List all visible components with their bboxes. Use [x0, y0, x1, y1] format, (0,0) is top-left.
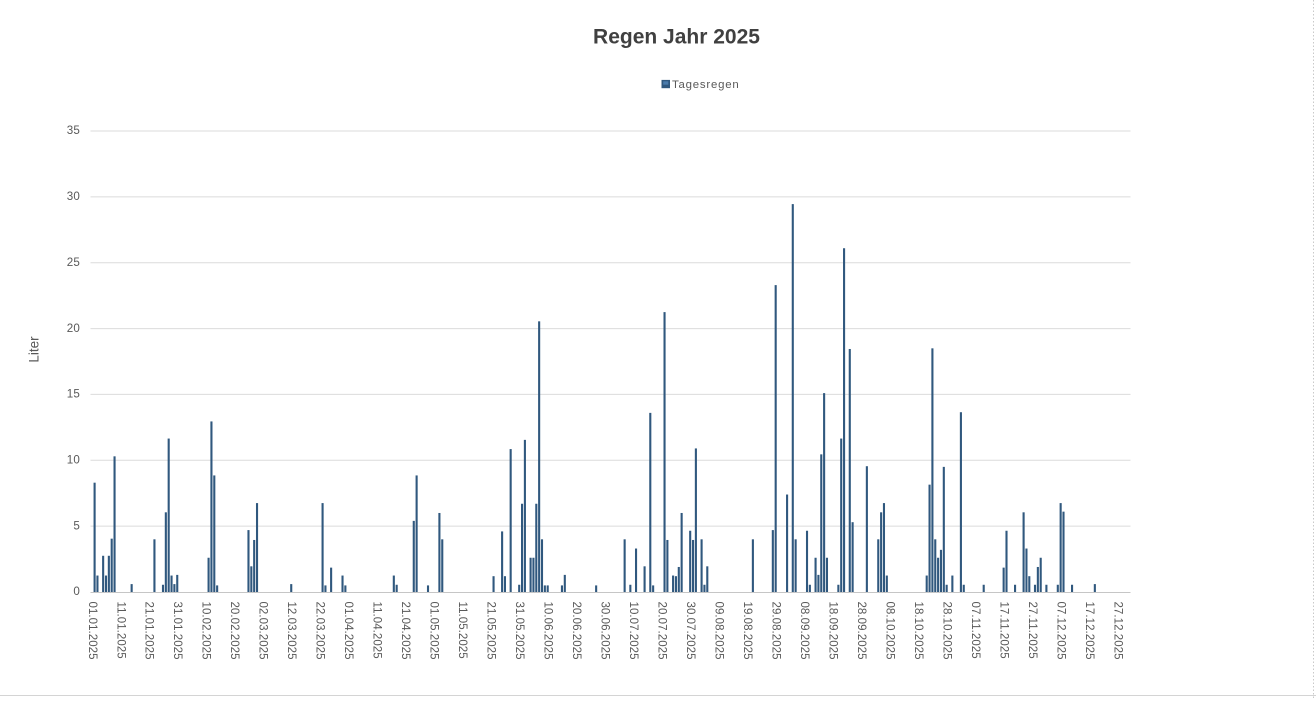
svg-text:07.12.2025: 07.12.2025 — [1055, 602, 1067, 660]
svg-text:29.08.2025: 29.08.2025 — [770, 602, 782, 660]
svg-text:08.10.2025: 08.10.2025 — [884, 602, 896, 660]
svg-text:02.03.2025: 02.03.2025 — [257, 602, 269, 660]
svg-text:18.10.2025: 18.10.2025 — [912, 602, 924, 660]
svg-text:20.07.2025: 20.07.2025 — [656, 602, 668, 660]
svg-text:20.02.2025: 20.02.2025 — [228, 602, 240, 660]
svg-text:10.07.2025: 10.07.2025 — [627, 602, 639, 660]
svg-text:11.05.2025: 11.05.2025 — [456, 602, 468, 659]
svg-text:21.05.2025: 21.05.2025 — [485, 602, 497, 660]
svg-text:10.02.2025: 10.02.2025 — [200, 602, 212, 660]
svg-text:19.08.2025: 19.08.2025 — [741, 602, 753, 660]
svg-text:30.06.2025: 30.06.2025 — [599, 602, 611, 660]
svg-text:Tagesregen: Tagesregen — [672, 79, 740, 91]
svg-text:27.12.2025: 27.12.2025 — [1112, 602, 1124, 660]
svg-text:21.01.2025: 21.01.2025 — [143, 602, 155, 660]
svg-text:35: 35 — [67, 124, 80, 137]
svg-text:Regen Jahr 2025: Regen Jahr 2025 — [593, 26, 760, 49]
svg-text:20: 20 — [67, 322, 80, 335]
svg-text:11.04.2025: 11.04.2025 — [371, 602, 383, 659]
svg-text:01.05.2025: 01.05.2025 — [428, 602, 440, 660]
svg-text:31.01.2025: 31.01.2025 — [171, 602, 183, 660]
svg-text:20.06.2025: 20.06.2025 — [570, 602, 582, 660]
svg-text:27.11.2025: 27.11.2025 — [1026, 602, 1038, 659]
svg-text:Liter: Liter — [26, 336, 41, 363]
svg-text:10: 10 — [67, 454, 80, 467]
svg-text:5: 5 — [73, 519, 80, 532]
svg-text:17.12.2025: 17.12.2025 — [1083, 602, 1095, 660]
svg-text:10.06.2025: 10.06.2025 — [542, 602, 554, 660]
svg-text:28.09.2025: 28.09.2025 — [855, 602, 867, 660]
svg-text:31.05.2025: 31.05.2025 — [513, 602, 525, 660]
svg-text:15: 15 — [67, 388, 80, 401]
svg-text:18.09.2025: 18.09.2025 — [827, 602, 839, 660]
svg-text:30.07.2025: 30.07.2025 — [684, 602, 696, 660]
svg-text:09.08.2025: 09.08.2025 — [713, 602, 725, 660]
svg-text:21.04.2025: 21.04.2025 — [399, 602, 411, 660]
svg-text:22.03.2025: 22.03.2025 — [314, 602, 326, 660]
svg-text:07.11.2025: 07.11.2025 — [969, 602, 981, 659]
svg-text:28.10.2025: 28.10.2025 — [941, 602, 953, 660]
svg-text:08.09.2025: 08.09.2025 — [798, 602, 810, 660]
svg-text:01.01.2025: 01.01.2025 — [86, 602, 98, 660]
svg-text:30: 30 — [67, 190, 80, 203]
svg-text:12.03.2025: 12.03.2025 — [285, 602, 297, 660]
svg-text:17.11.2025: 17.11.2025 — [998, 602, 1010, 659]
svg-text:0: 0 — [73, 585, 80, 598]
svg-text:11.01.2025: 11.01.2025 — [114, 602, 126, 659]
svg-text:25: 25 — [67, 256, 80, 269]
svg-text:01.04.2025: 01.04.2025 — [342, 602, 354, 660]
